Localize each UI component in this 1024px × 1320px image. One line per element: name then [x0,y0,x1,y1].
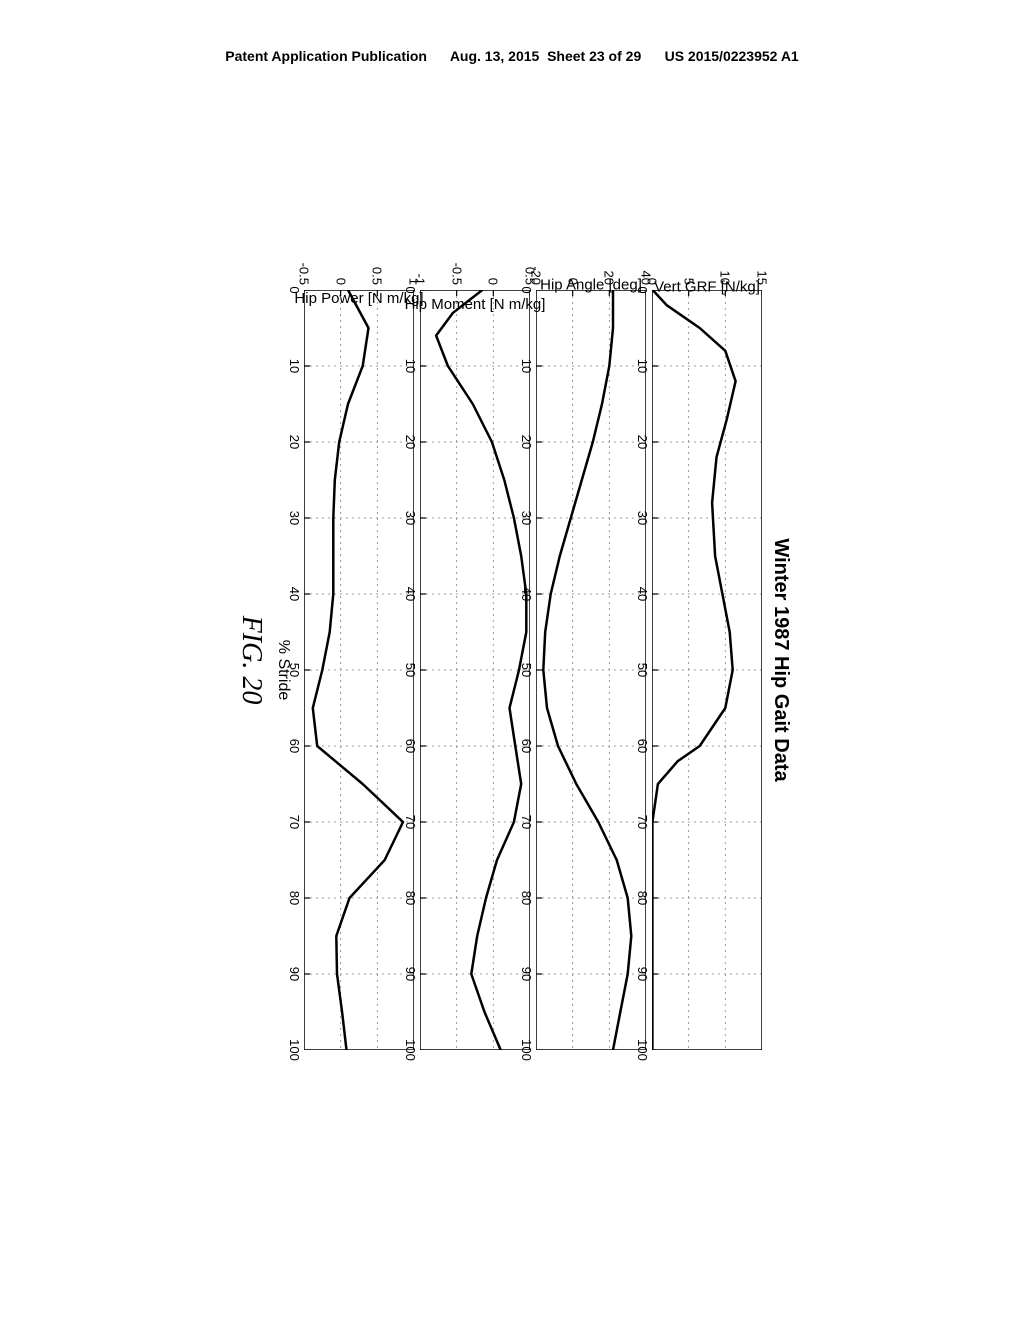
figure-inner: Winter 1987 Hip Gait Data Vert GRF [N/kg… [232,210,792,1110]
ytick-label: 1 [407,245,422,285]
ytick-label: 10 [718,245,733,285]
plot-stack: Vert GRF [N/kg]0510150102030405060708090… [302,290,762,1050]
chart-panel-hip_moment: Hip Moment [N m/kg]-1-0.500.501020304050… [420,290,530,1050]
chart-svg-hip_angle [536,290,646,1050]
ytick-label: -0.5 [449,245,464,285]
header-center: Aug. 13, 2015 Sheet 23 of 29 [450,48,641,64]
ytick-label: 0.5 [523,245,538,285]
chart-panel-hip_power: Hip Power [N m/kg]-0.500.510102030405060… [304,290,414,1050]
ytick-label: 0.5 [370,245,385,285]
header-left: Patent Application Publication [225,48,427,64]
figure-container: Winter 1987 Hip Gait Data Vert GRF [N/kg… [232,210,792,1110]
ytick-label: -0.5 [297,245,312,285]
data-curve-hip_angle [543,290,631,1050]
ytick-label: 0 [486,245,501,285]
x-axis-label: % Stride [274,290,292,1050]
chart-panel-hip_angle: Hip Angle [deg]-200204001020304050607080… [536,290,646,1050]
ytick-label: 5 [681,245,696,285]
patent-page-header: Patent Application Publication Aug. 13, … [0,48,1024,64]
header-right: US 2015/0223952 A1 [665,48,799,64]
figure-title: Winter 1987 Hip Gait Data [769,210,792,1110]
ytick-label: 40 [639,245,654,285]
ytick-label: 0 [333,245,348,285]
chart-svg-hip_power [304,290,414,1050]
figure-caption: FIG. 20 [235,210,267,1110]
chart-svg-vert_grf [652,290,762,1050]
ytick-label: 0 [565,245,580,285]
chart-panel-vert_grf: Vert GRF [N/kg]0510150102030405060708090… [652,290,762,1050]
ytick-label: 15 [755,245,770,285]
chart-svg-hip_moment [420,290,530,1050]
ytick-label: 20 [602,245,617,285]
